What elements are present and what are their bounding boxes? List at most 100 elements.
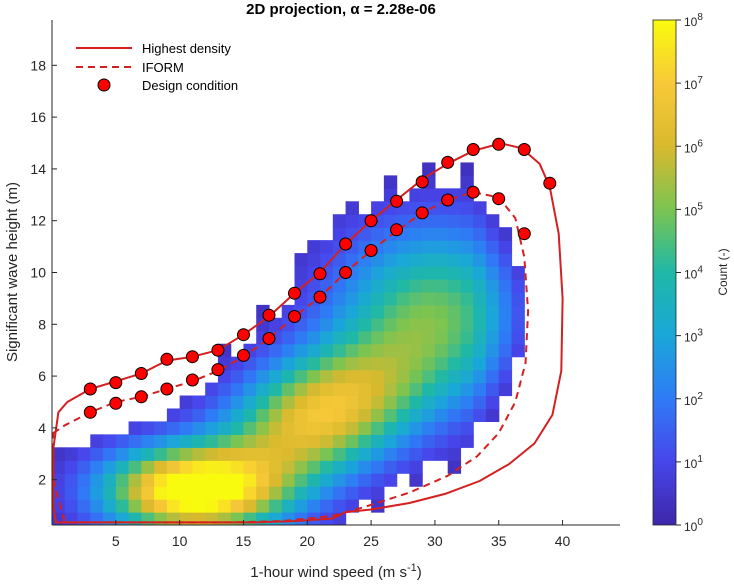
heatmap-cell — [422, 395, 436, 410]
heatmap-cell — [473, 214, 487, 228]
heatmap-cell — [434, 408, 449, 423]
heatmap-cell — [422, 240, 436, 254]
heatmap-cell — [217, 395, 232, 410]
design-condition-marker — [364, 244, 378, 257]
heatmap-cell — [154, 460, 168, 474]
heatmap-cell — [345, 408, 359, 423]
heatmap-cell — [498, 330, 513, 345]
heatmap-cell — [332, 421, 347, 435]
heatmap-cell — [422, 434, 436, 448]
heatmap-cell — [498, 291, 513, 306]
heatmap-cell — [371, 317, 385, 332]
heatmap-cell — [396, 330, 410, 345]
design-condition-marker — [109, 396, 123, 410]
heatmap-cell — [511, 304, 525, 319]
heatmap-cell — [141, 447, 155, 461]
heatmap-cell — [294, 473, 308, 487]
heatmap-cell — [281, 434, 296, 448]
heatmap-cell — [332, 434, 347, 448]
heatmap-cell — [52, 473, 66, 487]
heatmap-cell — [485, 343, 500, 358]
design-condition-marker — [313, 267, 327, 281]
heatmap-cell — [371, 408, 385, 423]
heatmap-cell — [434, 266, 449, 280]
heatmap-cell — [358, 421, 372, 435]
heatmap-cell — [230, 499, 245, 513]
colorbar-ticks: 100 101 102 103 104 105 106 107 108 — [676, 12, 703, 534]
heatmap-cell — [383, 382, 398, 397]
heatmap-cell — [396, 356, 410, 371]
x-tick-label: 15 — [236, 533, 252, 549]
heatmap-cell — [358, 447, 372, 461]
heatmap-cell — [217, 421, 232, 435]
heatmap-cell — [409, 447, 423, 461]
heatmap-cell — [396, 382, 410, 397]
heatmap-cell — [268, 395, 283, 410]
design-condition-marker — [517, 143, 531, 156]
heatmap-cell — [230, 408, 245, 423]
heatmap-cell — [294, 395, 308, 410]
y-tick-label: 16 — [30, 109, 46, 125]
heatmap-cell — [103, 447, 117, 461]
heatmap-cell — [320, 240, 334, 254]
heatmap-cell — [396, 408, 410, 423]
heatmap-cell — [396, 304, 410, 319]
heatmap-cell — [320, 395, 334, 410]
heatmap-cell — [332, 278, 347, 293]
heatmap-cell — [256, 460, 270, 474]
heatmap-cell — [447, 253, 462, 267]
heatmap-cell — [320, 434, 334, 448]
heatmap-cell — [447, 317, 462, 332]
heatmap-cell — [473, 201, 487, 215]
heatmap-cell — [383, 266, 398, 280]
heatmap-cell — [371, 447, 385, 461]
heatmap-cell — [447, 395, 462, 410]
heatmap-cell — [358, 253, 372, 267]
heatmap-cell — [332, 253, 347, 267]
heatmap-cell — [281, 499, 296, 513]
colorbar-tick-label: 101 — [684, 454, 703, 471]
heatmap-cell — [77, 512, 91, 525]
heatmap-cell — [371, 395, 385, 410]
heatmap-cell — [383, 447, 398, 461]
heatmap-cell — [345, 447, 359, 461]
x-tick-label: 10 — [172, 533, 188, 549]
heatmap-cell — [320, 447, 334, 461]
heatmap-cell — [434, 278, 449, 293]
heatmap-cell — [281, 512, 296, 525]
heatmap-cell — [268, 434, 283, 448]
heatmap-cell — [307, 382, 321, 397]
heatmap-cell — [243, 369, 257, 384]
heatmap-cell — [345, 317, 359, 332]
heatmap-cell — [422, 447, 436, 461]
heatmap-cell — [371, 369, 385, 384]
heatmap-cell — [371, 253, 385, 267]
heatmap-cell — [447, 214, 462, 228]
heatmap-cell — [294, 343, 308, 358]
design-condition-marker — [185, 373, 199, 387]
heatmap-cell — [115, 499, 130, 513]
heatmap-cell — [409, 369, 423, 384]
heatmap-cell — [256, 512, 270, 525]
heatmap-cell — [154, 512, 168, 525]
design-markers — [83, 137, 557, 419]
heatmap-cell — [511, 266, 525, 280]
heatmap-cell — [371, 356, 385, 371]
heatmap-cell — [217, 382, 232, 397]
heatmap-cell — [166, 460, 181, 474]
heatmap-cell — [90, 512, 104, 525]
heatmap-cell — [217, 408, 232, 423]
heatmap-cell — [281, 356, 296, 371]
heatmap-cell — [294, 486, 308, 500]
design-condition-marker — [288, 286, 301, 300]
y-tick-label: 2 — [38, 472, 46, 488]
heatmap-cell — [217, 460, 232, 474]
heatmap-cell — [307, 317, 321, 332]
heatmap-cell — [473, 330, 487, 345]
heatmap-cell — [128, 473, 142, 487]
heatmap-cell — [256, 447, 270, 461]
heatmap-cell — [460, 175, 474, 189]
heatmap-cell — [447, 227, 462, 241]
heatmap-cell — [281, 473, 296, 487]
heatmap-cell — [154, 499, 168, 513]
